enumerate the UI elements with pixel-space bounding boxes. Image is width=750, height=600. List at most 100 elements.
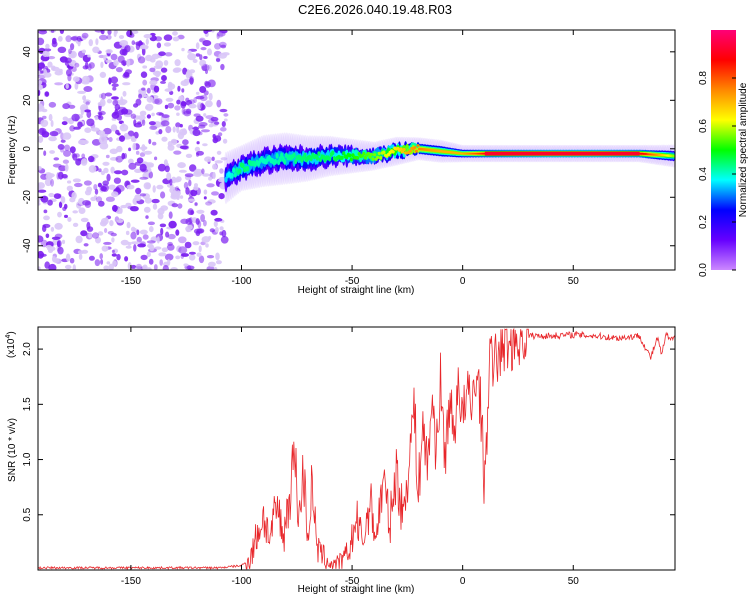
noise-speckle — [196, 141, 200, 145]
noise-speckle — [174, 105, 181, 111]
noise-speckle — [38, 202, 41, 206]
noise-speckle — [48, 113, 53, 122]
noise-speckle — [123, 153, 127, 159]
noise-speckle — [218, 52, 227, 59]
noise-speckle — [69, 125, 76, 132]
noise-speckle — [172, 189, 181, 197]
noise-speckle — [216, 33, 220, 40]
noise-speckle — [43, 209, 48, 214]
noise-speckle — [130, 226, 136, 232]
noise-speckle — [218, 193, 225, 200]
y-tick-label: 1.5 — [22, 397, 33, 411]
noise-speckle — [192, 241, 200, 246]
noise-speckle — [176, 99, 181, 105]
snr-scale-suffix: ) — [6, 331, 17, 334]
noise-speckle — [91, 139, 101, 146]
noise-speckle — [124, 256, 129, 262]
spectrogram-x-label: Height of straight line (km) — [298, 285, 415, 296]
noise-speckle — [146, 87, 151, 94]
noise-speckle — [204, 80, 209, 87]
noise-speckle — [151, 53, 160, 60]
noise-speckle — [66, 185, 73, 192]
noise-speckle — [65, 253, 71, 262]
noise-speckle — [220, 157, 228, 161]
noise-speckle — [71, 113, 80, 122]
noise-speckle — [160, 120, 170, 127]
noise-speckle — [88, 39, 94, 47]
signal-mark — [224, 176, 228, 183]
noise-speckle — [48, 192, 55, 198]
noise-speckle — [148, 121, 156, 126]
noise-speckle — [127, 158, 134, 165]
noise-speckle — [157, 213, 164, 220]
noise-speckle — [214, 160, 223, 164]
noise-speckle — [47, 61, 53, 68]
noise-speckle — [187, 53, 197, 61]
signal-mark — [399, 147, 403, 151]
noise-speckle — [70, 36, 79, 41]
noise-speckle — [156, 184, 164, 190]
noise-speckle — [100, 186, 107, 192]
noise-speckle — [186, 228, 191, 233]
noise-speckle — [198, 255, 205, 264]
noise-speckle — [136, 229, 140, 236]
noise-speckle — [40, 119, 49, 128]
noise-speckle — [71, 66, 77, 72]
noise-speckle — [105, 49, 113, 54]
noise-speckle — [215, 226, 219, 233]
noise-speckle — [118, 35, 125, 39]
noise-speckle — [178, 169, 187, 173]
y-tick-label: -20 — [22, 190, 33, 205]
noise-speckle — [137, 115, 146, 121]
noise-speckle — [64, 57, 72, 64]
y-tick-label: 40 — [22, 46, 33, 58]
noise-speckle — [216, 32, 224, 38]
noise-speckle — [99, 142, 109, 150]
noise-speckle — [108, 184, 116, 190]
noise-speckle — [109, 220, 114, 227]
spectrogram-frame — [37, 29, 676, 271]
noise-speckle — [211, 191, 219, 196]
noise-speckle — [60, 147, 65, 153]
noise-speckle — [45, 244, 52, 249]
noise-speckle — [44, 91, 50, 97]
noise-speckle — [173, 67, 182, 73]
noise-speckle — [134, 266, 144, 270]
noise-speckle — [127, 205, 134, 210]
noise-speckle — [161, 75, 167, 82]
signal-mark — [377, 151, 381, 156]
noise-speckle — [142, 264, 148, 270]
signal-mark — [292, 152, 296, 159]
noise-speckle — [100, 92, 107, 100]
noise-speckle — [103, 265, 109, 270]
noise-speckle — [140, 71, 148, 78]
signal-mark — [230, 172, 234, 179]
noise-speckle — [91, 127, 100, 132]
noise-speckle — [200, 102, 205, 110]
noise-speckle — [213, 266, 218, 270]
noise-speckle — [45, 233, 50, 239]
noise-speckle — [111, 111, 120, 119]
noise-speckle — [95, 236, 101, 244]
noise-speckle — [78, 253, 83, 260]
noise-speckle — [189, 77, 194, 85]
noise-speckle — [68, 104, 76, 109]
noise-speckle — [72, 76, 80, 82]
noise-speckle — [43, 215, 50, 221]
noise-speckle — [64, 144, 70, 151]
signal-mark — [275, 152, 279, 159]
noise-speckle — [111, 249, 115, 254]
signal-mark — [349, 157, 353, 162]
noise-speckle — [185, 187, 190, 195]
noise-speckle — [204, 156, 213, 162]
noise-speckle — [106, 261, 111, 265]
noise-speckle — [148, 138, 152, 145]
noise-speckle — [100, 259, 104, 265]
colorbar-tick-label: 0.8 — [698, 71, 709, 85]
noise-speckle — [81, 153, 86, 159]
noise-speckle — [97, 231, 104, 236]
noise-speckle — [154, 246, 162, 250]
colorbar: 0.0 0.2 0.4 0.6 0.8 Normalized spectral ampl… — [698, 30, 749, 277]
noise-speckle — [139, 146, 147, 150]
